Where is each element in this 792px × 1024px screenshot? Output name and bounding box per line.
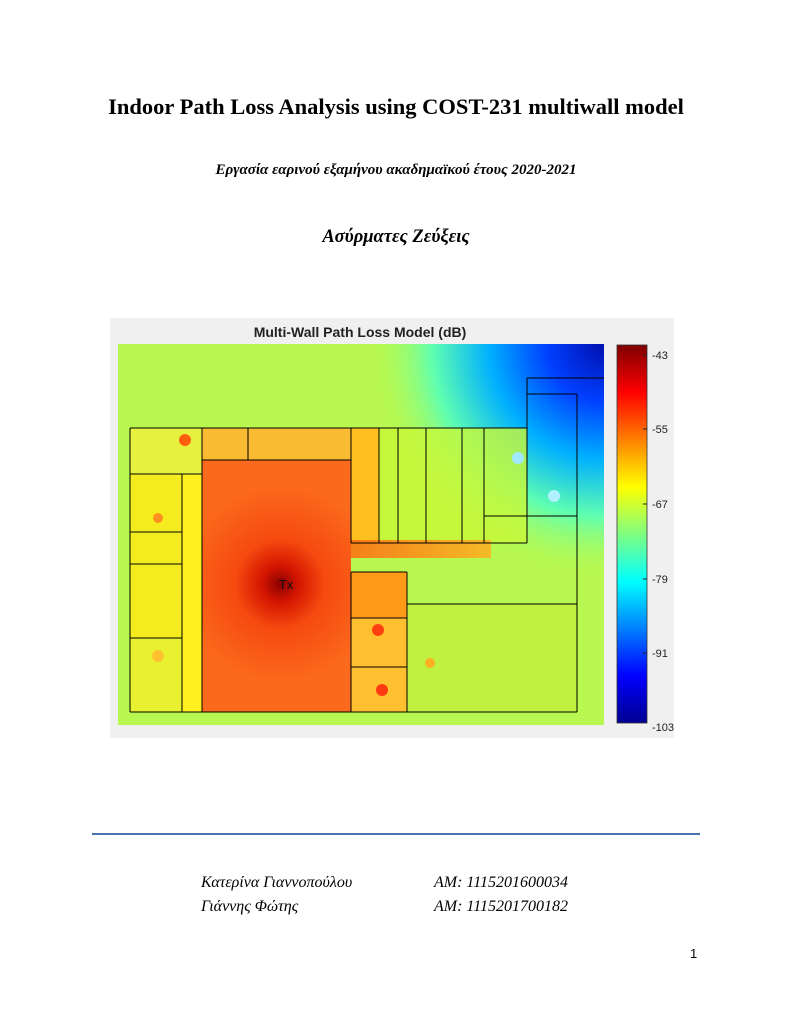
colorbar-tick-label: -43 bbox=[652, 350, 668, 362]
colorbar-tick-label: -79 bbox=[652, 574, 668, 586]
separator-rule bbox=[92, 833, 700, 835]
author-am: AM: 1115201600034 bbox=[434, 874, 569, 891]
colorbar-tick-label: -55 bbox=[652, 424, 668, 436]
figure-title: Multi-Wall Path Loss Model (dB) bbox=[254, 324, 467, 340]
path-loss-figure: Multi-Wall Path Loss Model (dB) bbox=[110, 318, 674, 738]
document-title: Indoor Path Loss Analysis using COST-231… bbox=[108, 94, 684, 119]
author-name: Γιάννης Φώτης bbox=[201, 898, 299, 915]
heatmap bbox=[118, 344, 604, 725]
tx-label: Tx bbox=[279, 577, 294, 592]
author-row: Κατερίνα Γιαννοπούλου AM: 1115201600034 bbox=[201, 874, 621, 898]
page-number: 1 bbox=[690, 946, 698, 961]
course-name: Ασύρματες Ζεύξεις bbox=[322, 227, 470, 247]
colorbar-tick-label: -91 bbox=[652, 648, 668, 660]
author-name: Κατερίνα Γιαννοπούλου bbox=[201, 874, 353, 891]
colorbar bbox=[616, 344, 648, 724]
author-am: AM: 1115201700182 bbox=[434, 898, 569, 915]
colorbar-tick-label: -67 bbox=[652, 499, 668, 511]
document-subtitle: Εργασία εαρινού εξαμήνου ακαδημαϊκού έτο… bbox=[215, 162, 577, 178]
colorbar-ticks: -43 -55 -67 -79 -91 -103 bbox=[643, 350, 674, 734]
colorbar-tick-label: -103 bbox=[652, 722, 674, 734]
authors-block: Κατερίνα Γιαννοπούλου AM: 1115201600034 … bbox=[201, 874, 621, 922]
floor-plan-walls bbox=[129, 377, 604, 713]
author-row: Γιάννης Φώτης AM: 1115201700182 bbox=[201, 898, 621, 922]
